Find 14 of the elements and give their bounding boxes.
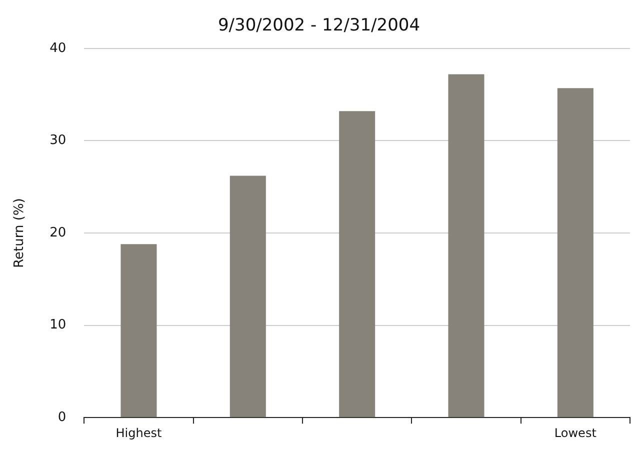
bar [448,74,484,418]
bar [230,176,266,418]
bar [557,88,594,418]
bar [339,111,376,418]
y-axis-title: Return (%) [12,198,28,268]
y-tick-label: 30 [50,133,66,148]
x-tick-label: Lowest [554,426,597,440]
y-tick-label: 40 [50,40,66,56]
y-tick-label: 20 [50,225,66,240]
bar [120,244,157,418]
chart-title: 9/30/2002 - 12/31/2004 [218,16,420,36]
x-tick-label: Highest [116,426,162,440]
y-tick-label: 10 [50,318,66,333]
y-tick-label: 0 [58,410,66,425]
